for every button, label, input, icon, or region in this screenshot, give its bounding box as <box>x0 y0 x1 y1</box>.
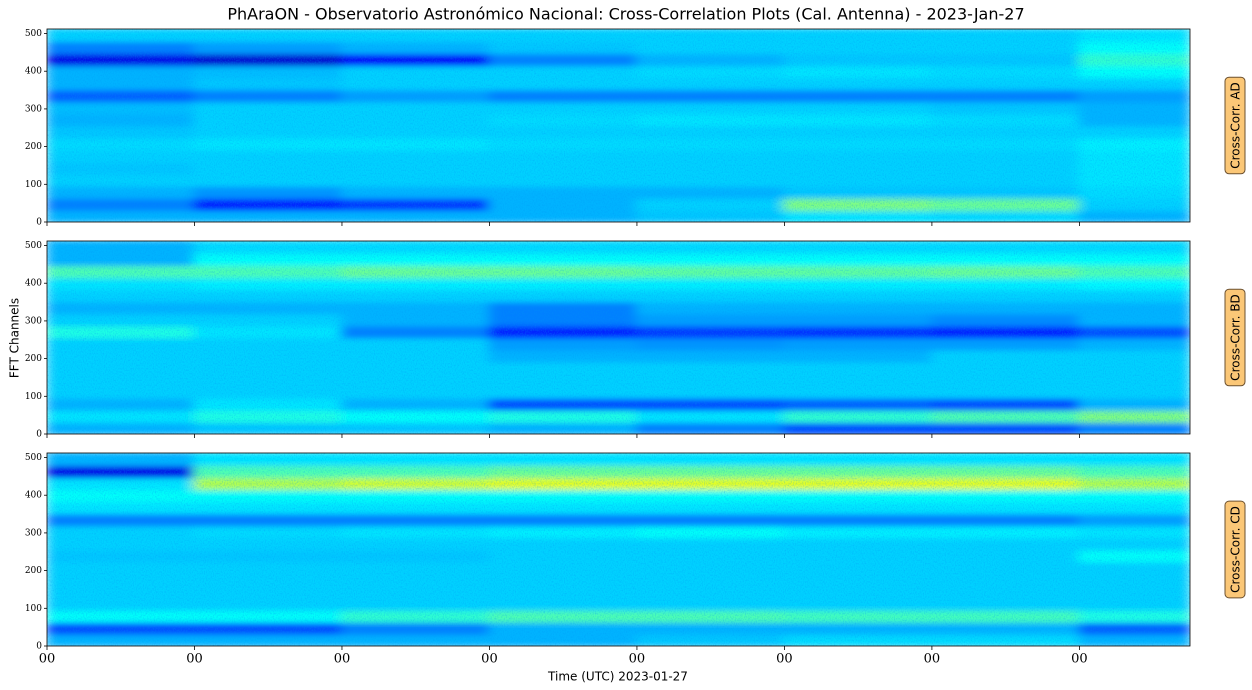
x-tick-label: 00 <box>334 652 351 667</box>
plot-frame <box>46 240 1191 435</box>
x-tick-label: 00 <box>1071 652 1088 667</box>
heatmap <box>47 241 1190 434</box>
x-tick-label: 00 <box>629 652 646 667</box>
panel-label: Cross-Corr. AD <box>1224 76 1246 175</box>
y-tick-label: 100 <box>25 604 42 614</box>
noise-texture <box>47 29 1190 222</box>
panel-label-box <box>1224 76 1246 175</box>
panel-label-text: Cross-Corr. CD <box>1229 506 1243 593</box>
panel-label-text: Cross-Corr. BD <box>1229 294 1243 381</box>
x-axis-label: Time (UTC) 2023-01-27 <box>547 670 688 684</box>
x-tick-label: 00 <box>481 652 498 667</box>
y-tick-label: 0 <box>36 642 42 652</box>
y-axis-label: FFT Channels <box>8 298 22 378</box>
panel-label-text: Cross-Corr. AD <box>1229 82 1243 169</box>
figure-title: PhAraON - Observatorio Astronómico Nacio… <box>227 5 1024 24</box>
panel-label: Cross-Corr. CD <box>1224 500 1246 599</box>
y-tick-label: 200 <box>25 354 42 364</box>
panel-label: Cross-Corr. BD <box>1224 288 1246 387</box>
y-tick-label: 300 <box>25 316 42 326</box>
y-tick-label: 300 <box>25 528 42 538</box>
y-tick-label: 500 <box>25 241 42 251</box>
heatmap <box>47 453 1190 646</box>
y-tick-label: 400 <box>25 279 42 289</box>
panel-label-box <box>1224 288 1246 387</box>
x-tick-label: 00 <box>924 652 941 667</box>
x-tick-label: 00 <box>776 652 793 667</box>
heatmap <box>47 29 1190 222</box>
y-tick-label: 200 <box>25 142 42 152</box>
plot-frame <box>46 28 1191 223</box>
panel-label-box <box>1224 500 1246 599</box>
y-tick-label: 0 <box>36 218 42 228</box>
y-tick-label: 300 <box>25 104 42 114</box>
noise-texture <box>47 453 1190 646</box>
noise-texture <box>47 241 1190 434</box>
y-tick-label: 200 <box>25 566 42 576</box>
y-tick-label: 400 <box>25 491 42 501</box>
x-tick-label: 00 <box>186 652 203 667</box>
y-tick-label: 100 <box>25 180 42 190</box>
y-tick-label: 100 <box>25 392 42 402</box>
x-tick-label: 00 <box>39 652 56 667</box>
y-tick-label: 0 <box>36 430 42 440</box>
y-tick-label: 500 <box>25 29 42 39</box>
y-tick-label: 400 <box>25 67 42 77</box>
plot-frame <box>46 452 1191 647</box>
y-tick-label: 500 <box>25 453 42 463</box>
